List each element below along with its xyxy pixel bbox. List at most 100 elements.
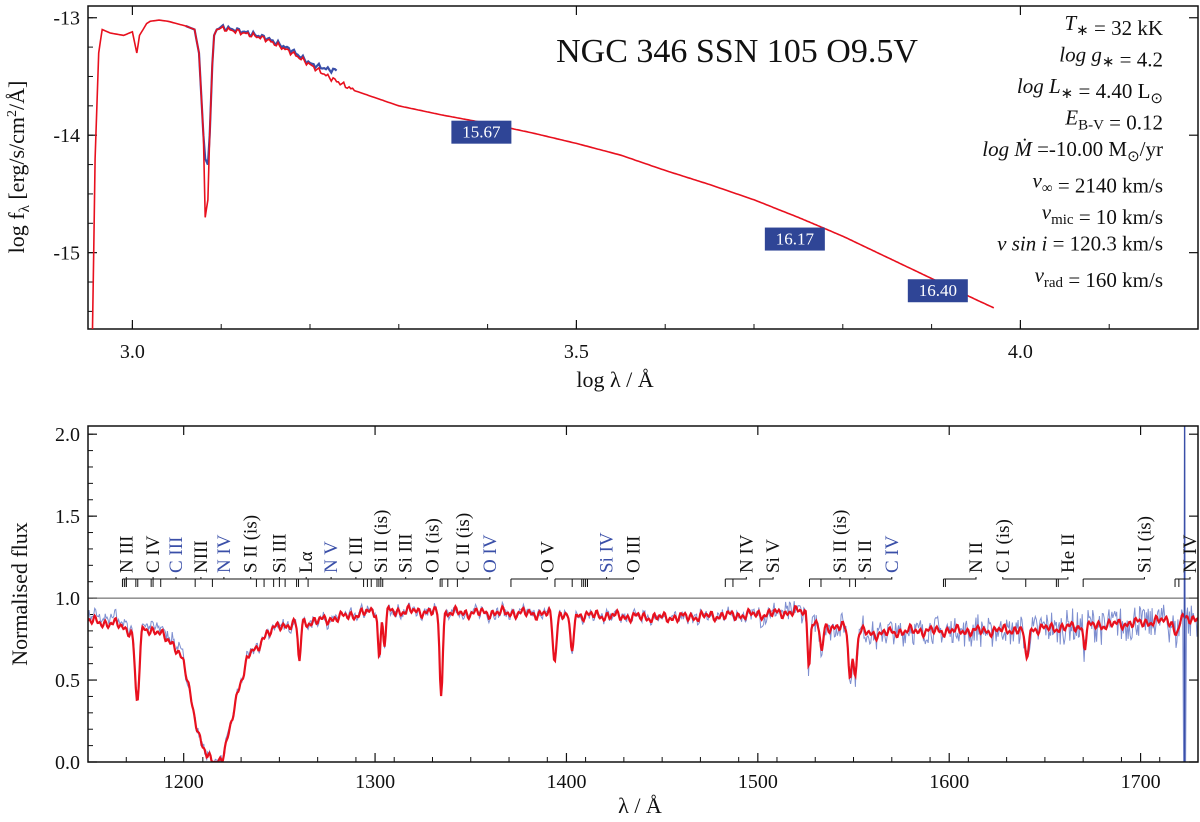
line-id: He II <box>1025 533 1079 587</box>
bottom-x-tick-label: 1300 <box>355 771 395 793</box>
model-sed-line <box>91 19 995 329</box>
line-id-label: O V <box>537 541 558 573</box>
bottom-axis-ticks: 1200 1300 1400 1500 1600 1700 0.0 0.5 1.0 1.5 2.0 <box>55 424 1199 793</box>
line-id: N IV <box>1174 534 1200 587</box>
line-id-label: O I (is) <box>422 518 443 573</box>
top-y-label-sup: 2 <box>5 110 20 117</box>
line-id-label: N IV <box>1180 534 1200 573</box>
line-id-connector <box>1083 577 1145 580</box>
line-id-connector <box>1025 577 1069 580</box>
line-id: O IV <box>447 534 501 587</box>
magnitude-box <box>764 227 825 251</box>
top-y-tick-label: -13 <box>53 8 80 30</box>
line-id-connector <box>729 577 747 580</box>
bottom-y-tick-label: 0.5 <box>55 670 80 692</box>
line-id-label: Lα <box>296 551 317 573</box>
chart-title: NGC 346 SSN 105 O9.5V <box>556 33 918 70</box>
magnitude-label: 16.40 <box>919 281 957 300</box>
top-y-label-sub: λ <box>17 204 33 212</box>
line-id: Si II (is) <box>298 510 392 587</box>
top-y-label-units-tail: /Å] <box>4 81 29 110</box>
bottom-x-tick-label: 1500 <box>738 771 778 793</box>
line-id-label: He II <box>1058 533 1079 573</box>
line-id: C IV <box>849 535 903 587</box>
line-id: O I (is) <box>378 518 443 587</box>
line-identifications: N III C IV C III NIII N IV S II (is) Si III Lα N… <box>116 510 1200 587</box>
top-plot-frame <box>87 5 1199 330</box>
bottom-y-tick-label: 0.0 <box>55 752 80 774</box>
top-y-label-units: [erg/s/cm <box>4 117 29 200</box>
line-id-label: Si II (is) <box>371 510 392 573</box>
bottom-y-tick-label: 1.5 <box>55 506 80 528</box>
top-x-tick-label: 3.0 <box>120 341 145 363</box>
line-id: O III <box>581 536 644 587</box>
magnitude-box <box>907 279 968 303</box>
line-id-connector <box>944 577 977 580</box>
line-id: Si II (is) <box>809 510 851 587</box>
line-id-connector <box>1176 577 1191 580</box>
line-id: C I (is) <box>993 519 1059 587</box>
line-id-label: Si V <box>763 539 784 573</box>
top-series-group <box>91 19 995 329</box>
line-id-label: Si I (is) <box>1134 516 1155 573</box>
line-id: N II <box>942 542 987 587</box>
bottom-x-tick-label: 1200 <box>164 771 204 793</box>
line-id-label: N IV <box>214 534 235 573</box>
line-id: Si V <box>759 539 784 587</box>
line-id-label: O III <box>623 536 644 573</box>
top-y-tick-label: -15 <box>53 243 80 265</box>
parameter-line: log Ṁ =-10.00 M⊙/yr <box>982 137 1163 165</box>
line-id-label: C III <box>346 537 367 573</box>
model-normalized-line <box>88 603 1198 762</box>
parameter-line: T∗ = 32 kK <box>1064 11 1163 40</box>
bottom-series-group <box>88 426 1198 762</box>
top-x-axis-title: log λ / Å <box>576 367 653 392</box>
line-id-label: Si II <box>855 540 876 573</box>
parameter-line: log g∗ = 4.2 <box>1059 43 1163 72</box>
line-id-label: Si IV <box>597 532 618 573</box>
line-id-label: C IV <box>882 535 903 573</box>
bottom-y-tick-label: 2.0 <box>55 424 80 446</box>
line-id-label: Si II (is) <box>830 510 851 573</box>
bottom-x-tick-label: 1400 <box>546 771 586 793</box>
line-id-connector <box>452 577 491 580</box>
top-axis-ticks: 3.0 3.5 4.0 -13 -14 -15 <box>53 6 1198 363</box>
line-id-label: N II <box>966 542 987 573</box>
svg-text:log fλ [erg/s/cm2/Å]: log fλ [erg/s/cm2/Å] <box>4 81 33 254</box>
line-id-connector <box>380 577 433 580</box>
line-id-label: C IV <box>143 535 164 573</box>
sed-panel: 3.0 3.5 4.0 -13 -14 -15 15.67 16.17 16.40 NGC 3… <box>4 5 1199 392</box>
line-id-label: Si III <box>396 533 417 573</box>
bottom-x-axis-title: λ / Å <box>618 793 662 818</box>
line-id-connector <box>510 577 548 580</box>
top-y-axis-title: log fλ [erg/s/cm2/Å] <box>4 81 33 254</box>
bottom-y-tick-label: 1.0 <box>55 588 80 610</box>
line-id: C II (is) <box>439 513 474 587</box>
top-y-label-main: log f <box>4 212 29 254</box>
parameter-line: v sin i = 120.3 km/s <box>997 232 1163 256</box>
line-id: N IV <box>724 534 757 587</box>
line-id-label: Si III <box>269 533 290 573</box>
line-id-connector <box>584 577 634 580</box>
normalized-spectrum-panel: 1200 1300 1400 1500 1600 17000.00.51.01.52.0 … <box>7 424 1200 818</box>
line-id-label: NIII <box>191 540 212 573</box>
top-x-tick-label: 4.0 <box>1008 341 1033 363</box>
parameter-line: v∞ = 2140 km/s <box>1033 169 1163 198</box>
line-id-connector <box>759 577 774 580</box>
line-id-label: C I (is) <box>993 519 1014 573</box>
parameter-line: vmic = 10 km/s <box>1042 200 1163 229</box>
line-id-label: S II (is) <box>241 515 262 573</box>
bottom-plot-frame <box>87 425 1199 763</box>
line-id-label: C II (is) <box>453 513 474 573</box>
parameter-line: vrad = 160 km/s <box>1035 263 1163 292</box>
line-id-label: N III <box>116 536 137 573</box>
line-id-label: O IV <box>480 534 501 573</box>
line-id: O V <box>510 541 558 587</box>
line-id: Si I (is) <box>1082 516 1155 587</box>
line-id-label: N V <box>321 541 342 573</box>
parameter-line: EB-V = 0.12 <box>1064 106 1163 135</box>
bottom-x-tick-label: 1700 <box>1121 771 1161 793</box>
magnitude-label: 15.67 <box>462 123 501 142</box>
